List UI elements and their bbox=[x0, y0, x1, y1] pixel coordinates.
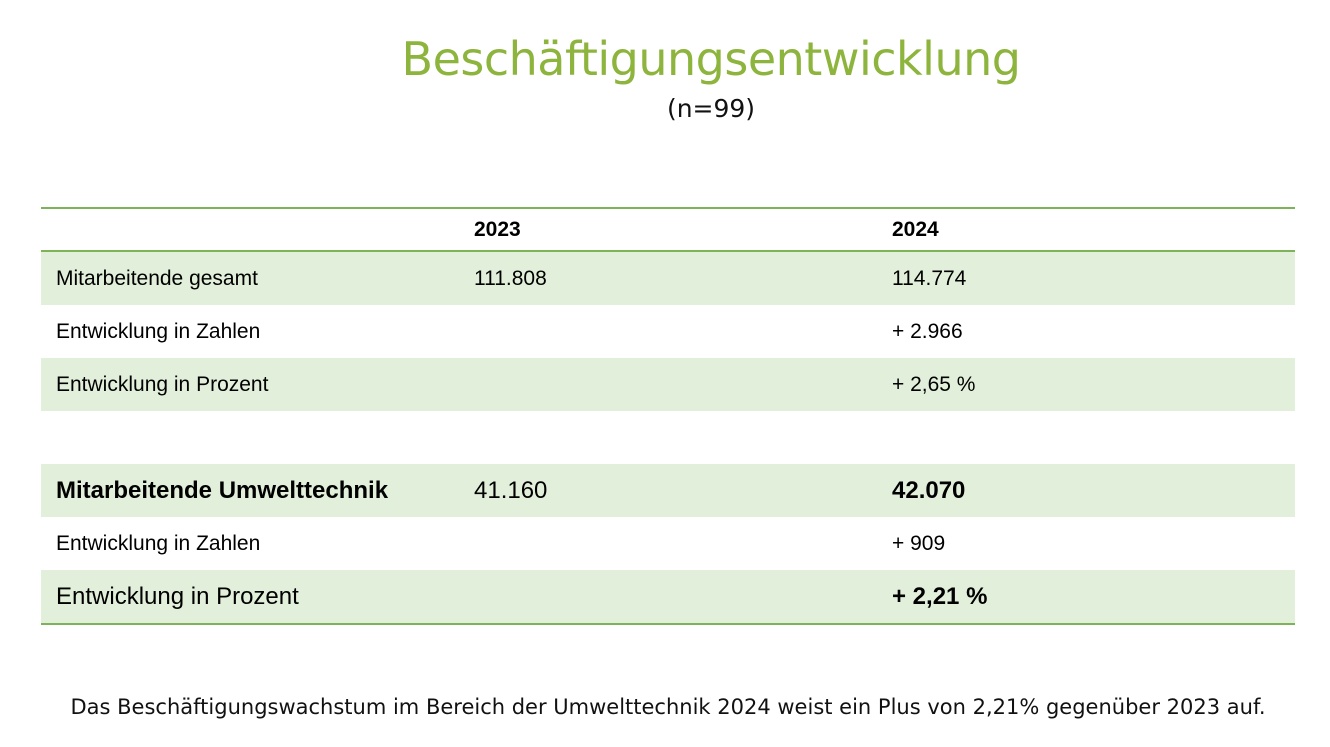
table-row: Mitarbeitende gesamt 111.808 114.774 bbox=[41, 251, 1295, 305]
table-header-row: 2023 2024 bbox=[41, 208, 1295, 251]
table-row: Entwicklung in Zahlen + 909 bbox=[41, 517, 1295, 570]
value-2024: 114.774 bbox=[877, 251, 1295, 305]
value-2024: + 909 bbox=[892, 531, 946, 555]
table-row: Entwicklung in Prozent + 2,65 % bbox=[41, 358, 1295, 411]
table-row: Entwicklung in Prozent + 2,21 % bbox=[41, 570, 1295, 624]
value-2024: 42.070 bbox=[877, 464, 1295, 517]
row-label: Entwicklung in Zahlen bbox=[56, 531, 261, 555]
spacer-cell bbox=[459, 411, 877, 464]
value-2024: + 2,65 % bbox=[877, 358, 1295, 411]
value-2023 bbox=[459, 305, 877, 358]
spacer-cell bbox=[41, 411, 459, 464]
header-2023: 2023 bbox=[474, 217, 521, 241]
summary-caption: Das Beschäftigungswachstum im Bereich de… bbox=[70, 695, 1266, 719]
value-2024: + 2,21 % bbox=[877, 570, 1295, 624]
employment-table: 2023 2024 Mitarbeitende gesamt 111.808 1… bbox=[41, 207, 1295, 625]
table-row: Entwicklung in Zahlen + 2.966 bbox=[41, 305, 1295, 358]
header-label-column bbox=[41, 208, 459, 251]
row-label: Mitarbeitende Umwelttechnik bbox=[41, 464, 459, 517]
value-2024: + 2.966 bbox=[892, 319, 963, 343]
row-label: Mitarbeitende gesamt bbox=[41, 251, 459, 305]
spacer-cell bbox=[877, 411, 1295, 464]
value-2023: 111.808 bbox=[459, 251, 877, 305]
table-spacer-row bbox=[41, 411, 1295, 464]
value-2023: 41.160 bbox=[459, 464, 877, 517]
row-label: Entwicklung in Prozent bbox=[41, 570, 459, 624]
table-row: Mitarbeitende Umwelttechnik 41.160 42.07… bbox=[41, 464, 1295, 517]
row-label: Entwicklung in Prozent bbox=[41, 358, 459, 411]
sample-size: (n=99) bbox=[666, 94, 756, 123]
value-2023 bbox=[459, 358, 877, 411]
page-title: Beschäftigungsentwicklung bbox=[401, 32, 1021, 86]
value-2023 bbox=[459, 570, 877, 624]
header-2024: 2024 bbox=[892, 217, 939, 241]
value-2023 bbox=[459, 517, 877, 570]
row-label: Entwicklung in Zahlen bbox=[56, 319, 261, 343]
